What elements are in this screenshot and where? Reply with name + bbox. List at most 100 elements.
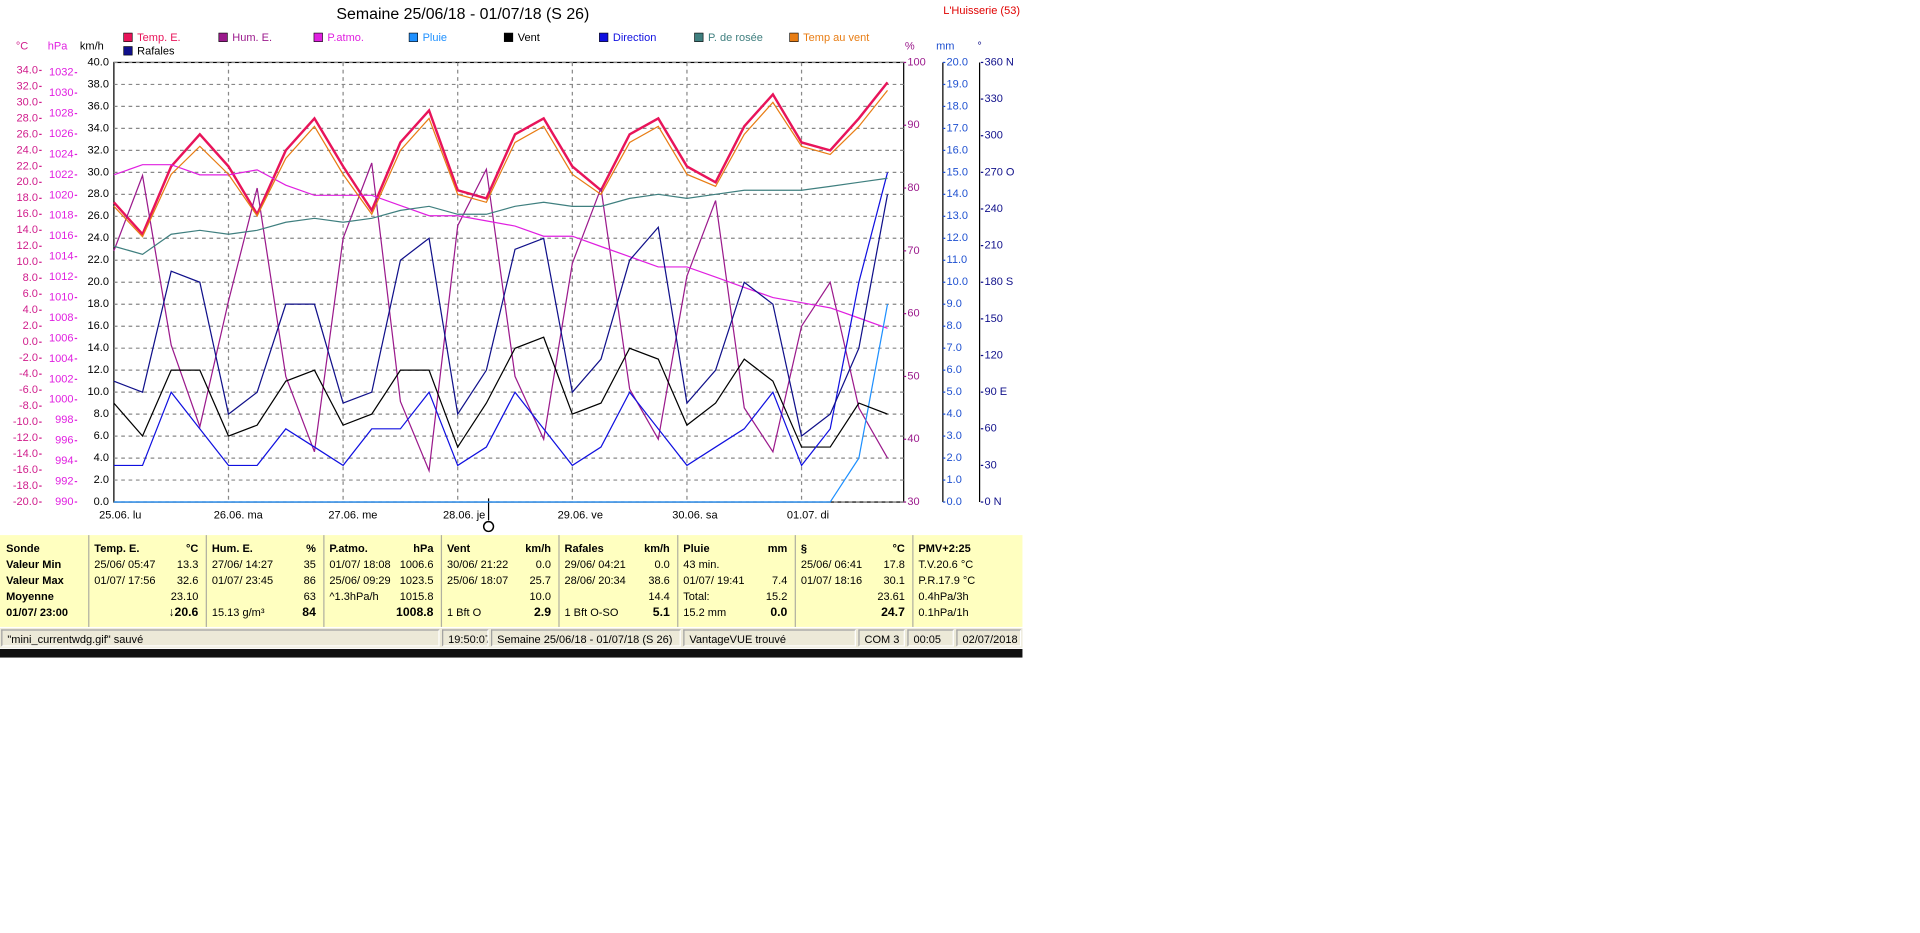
y-tick-label: 26.0 <box>17 128 38 140</box>
y-tick-label: 150 <box>984 313 1002 325</box>
y-tick-label: 24.0 <box>88 232 109 244</box>
table-cell: 30/06/ 21:22 <box>446 558 509 571</box>
legend-swatch <box>313 32 323 42</box>
chart-title: Semaine 25/06/18 - 01/07/18 (S 26) <box>336 6 589 23</box>
y-tick-label: 13.0 <box>947 210 968 222</box>
legend-label: Pluie <box>423 32 448 44</box>
legend-swatch <box>218 32 228 42</box>
y-tick-label: 2.0 <box>947 452 962 464</box>
y-tick-label: 12.0 <box>947 232 968 244</box>
y-tick-label: 8.0 <box>947 320 962 332</box>
y-tick-label: 20.0 <box>947 56 968 68</box>
table-cell: 0.0 <box>770 606 788 620</box>
cursor <box>482 520 495 533</box>
y-tick-label: 270 O <box>984 166 1014 178</box>
table-cell: 01/07/ 17:56 <box>94 574 156 587</box>
y-tick-label: 1002 <box>49 373 74 385</box>
y-tick-label: 32.0 <box>17 80 38 92</box>
y-tick-label: 1016 <box>49 230 74 242</box>
table-cell: Sonde <box>6 542 40 555</box>
table-cell: 1015.8 <box>399 590 434 603</box>
y-tick-label: 30.0 <box>17 96 38 108</box>
legend-swatch <box>408 32 418 42</box>
table-cell: 27/06/ 14:27 <box>211 558 274 571</box>
y-tick-label: 0.0 <box>947 496 962 508</box>
table-cell: Hum. E. <box>211 542 253 555</box>
status-bar: "mini_currentwdg.gif" sauvé 19:50:07 Semai… <box>0 628 1023 648</box>
axis-unit: % <box>905 40 915 52</box>
y-tick-label: 50 <box>907 370 919 382</box>
y-tick-label: 20.0 <box>88 276 109 288</box>
y-tick-label: 0.0 <box>23 336 38 348</box>
table-cell: P.atmo. <box>329 542 368 555</box>
y-tick-label: 30 <box>984 459 996 471</box>
legend-label: Temp. E. <box>137 32 180 44</box>
table-cell: 7.4 <box>772 574 788 587</box>
y-tick-label: 10.0 <box>947 276 968 288</box>
status-field: "mini_currentwdg.gif" sauvé <box>1 629 440 647</box>
table-cell: 2.9 <box>533 606 552 620</box>
axis-unit: mm <box>936 40 954 52</box>
table-cell: 1 Bft O-SO <box>564 606 619 619</box>
y-tick-label: 1024 <box>49 148 74 160</box>
series-line <box>113 304 889 503</box>
legend-swatch <box>694 32 704 42</box>
table-cell: 0.1hPa/1h <box>918 606 969 619</box>
series-line <box>112 81 889 237</box>
y-tick-label: 1014 <box>49 251 74 263</box>
y-tick-label: -2.0 <box>19 352 38 364</box>
y-tick-label: 6.0 <box>94 430 109 442</box>
table-cell: Vent <box>446 542 471 555</box>
y-tick-label: -10.0 <box>13 416 38 428</box>
y-tick-label: 1006 <box>49 332 74 344</box>
y-tick-label: 180 S <box>984 276 1013 288</box>
axis-unit: km/h <box>80 40 104 52</box>
table-cell: 17.8 <box>883 558 905 571</box>
y-tick-label: 26.0 <box>88 210 109 222</box>
y-tick-label: 1028 <box>49 107 74 119</box>
table-cell: 5.1 <box>652 606 670 620</box>
column-divider <box>794 535 796 627</box>
table-cell: 63 <box>303 590 316 603</box>
series-line <box>113 89 888 238</box>
table-cell: 0.0 <box>654 558 670 571</box>
table-cell: ^1.3hPa/h <box>329 590 379 603</box>
y-tick-label: 70 <box>907 245 919 257</box>
table-cell: 25.7 <box>529 574 552 587</box>
table-cell: Pluie <box>683 542 710 555</box>
table-cell: 01/07/ 18:08 <box>329 558 391 571</box>
y-tick-label: 210 <box>984 240 1002 252</box>
x-tick-label: 28.06. je <box>443 509 485 521</box>
y-tick-label: 12.0 <box>88 364 109 376</box>
y-tick-label: 60 <box>907 308 919 320</box>
table-cell: km/h <box>644 542 670 555</box>
y-tick-label: -4.0 <box>19 368 38 380</box>
table-cell: 01/07/ 18:16 <box>800 574 863 587</box>
y-tick-label: 16.0 <box>17 208 38 220</box>
status-field: VantageVUE trouvé <box>683 629 856 647</box>
x-tick-label: 01.07. di <box>787 509 829 521</box>
column-divider <box>440 535 443 627</box>
y-tick-label: 1004 <box>49 353 74 365</box>
table-cell: 10.0 <box>529 590 552 603</box>
y-tick-label: 17.0 <box>947 122 968 134</box>
y-tick-label: 16.0 <box>88 320 109 332</box>
y-tick-label: 18.0 <box>88 298 109 310</box>
axis-unit: ° <box>977 40 981 52</box>
table-cell: 84 <box>302 606 316 620</box>
y-tick-label: 1010 <box>49 291 74 303</box>
series-line <box>113 172 889 467</box>
legend-label: P. de rosée <box>708 32 763 44</box>
table-cell: Valeur Min <box>6 558 62 571</box>
y-tick-label: 11.0 <box>947 254 968 266</box>
table-cell: § <box>800 542 807 555</box>
y-tick-label: 36.0 <box>88 100 109 112</box>
y-tick-label: 28.0 <box>88 188 109 200</box>
y-tick-label: 3.0 <box>947 430 962 442</box>
y-tick-label: 90 <box>907 119 919 131</box>
column-divider <box>912 535 914 627</box>
y-tick-label: 30 <box>907 496 919 508</box>
y-tick-label: 12.0 <box>17 240 38 252</box>
table-cell: Moyenne <box>6 590 54 603</box>
table-cell: PMV+2:25 <box>918 542 971 555</box>
